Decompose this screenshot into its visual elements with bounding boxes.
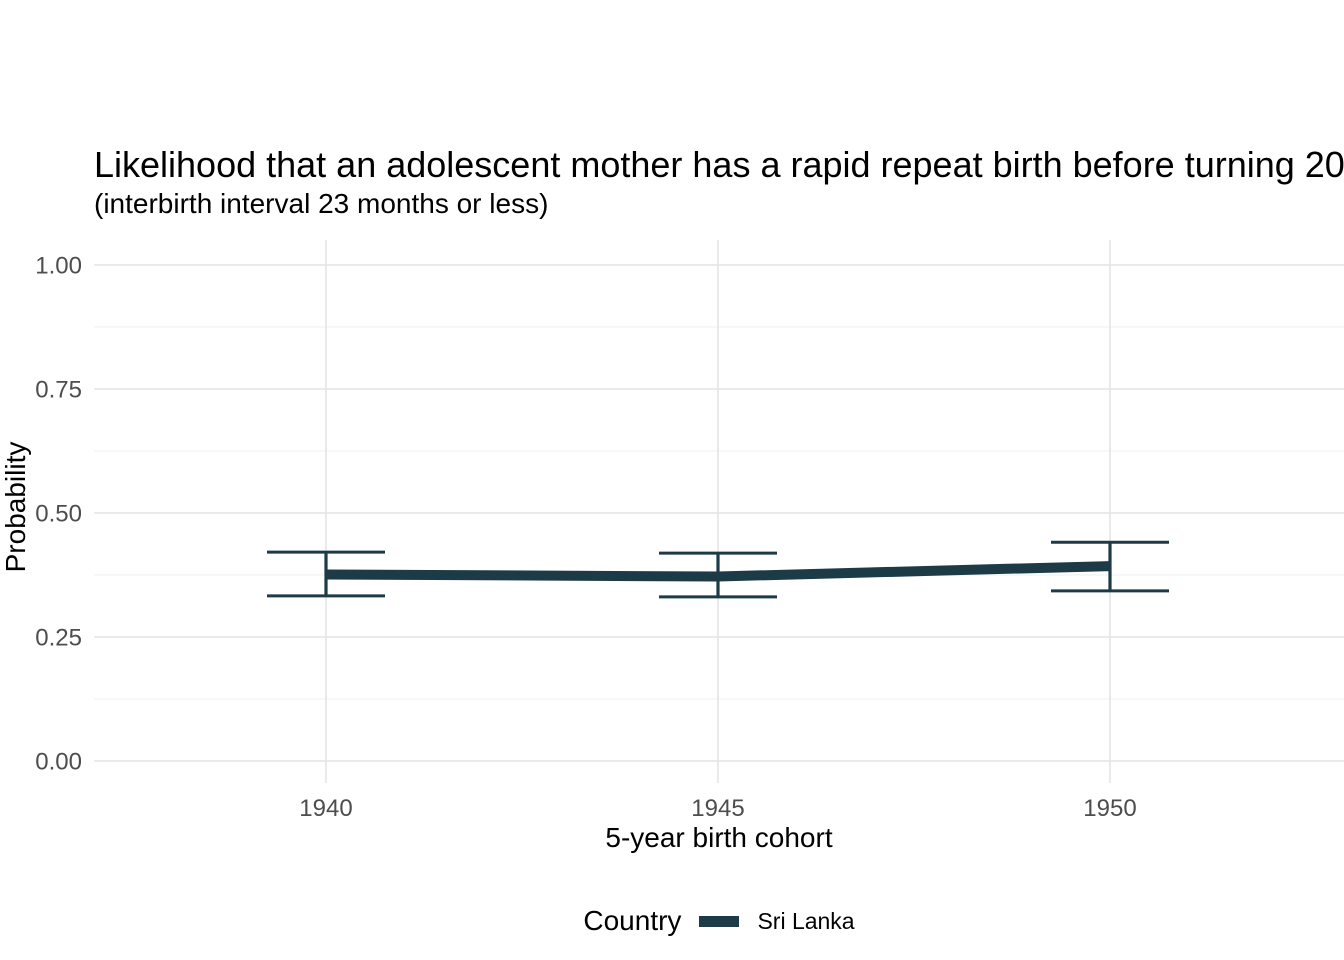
legend-line-swatch bbox=[699, 915, 740, 927]
chart-subtitle: (interbirth interval 23 months or less) bbox=[94, 188, 549, 219]
y-tick-label: 0.00 bbox=[35, 749, 82, 776]
y-tick-label: 0.75 bbox=[35, 377, 82, 404]
legend-item-label: Sri Lanka bbox=[757, 907, 855, 934]
data-line bbox=[325, 561, 1111, 582]
chart-title: Likelihood that an adolescent mother has… bbox=[94, 144, 1344, 185]
legend-title: Country bbox=[583, 905, 682, 936]
y-axis-title: Probability bbox=[0, 441, 31, 573]
y-tick-label: 0.50 bbox=[35, 501, 82, 528]
y-tick-label: 0.25 bbox=[35, 625, 82, 652]
x-axis-title: 5-year birth cohort bbox=[605, 822, 833, 853]
x-tick-label: 1945 bbox=[691, 795, 744, 822]
y-tick-label: 1.00 bbox=[35, 253, 82, 280]
x-tick-label: 1940 bbox=[299, 795, 352, 822]
x-tick-label: 1950 bbox=[1083, 795, 1136, 822]
legend: Country Sri Lanka bbox=[94, 904, 1344, 938]
